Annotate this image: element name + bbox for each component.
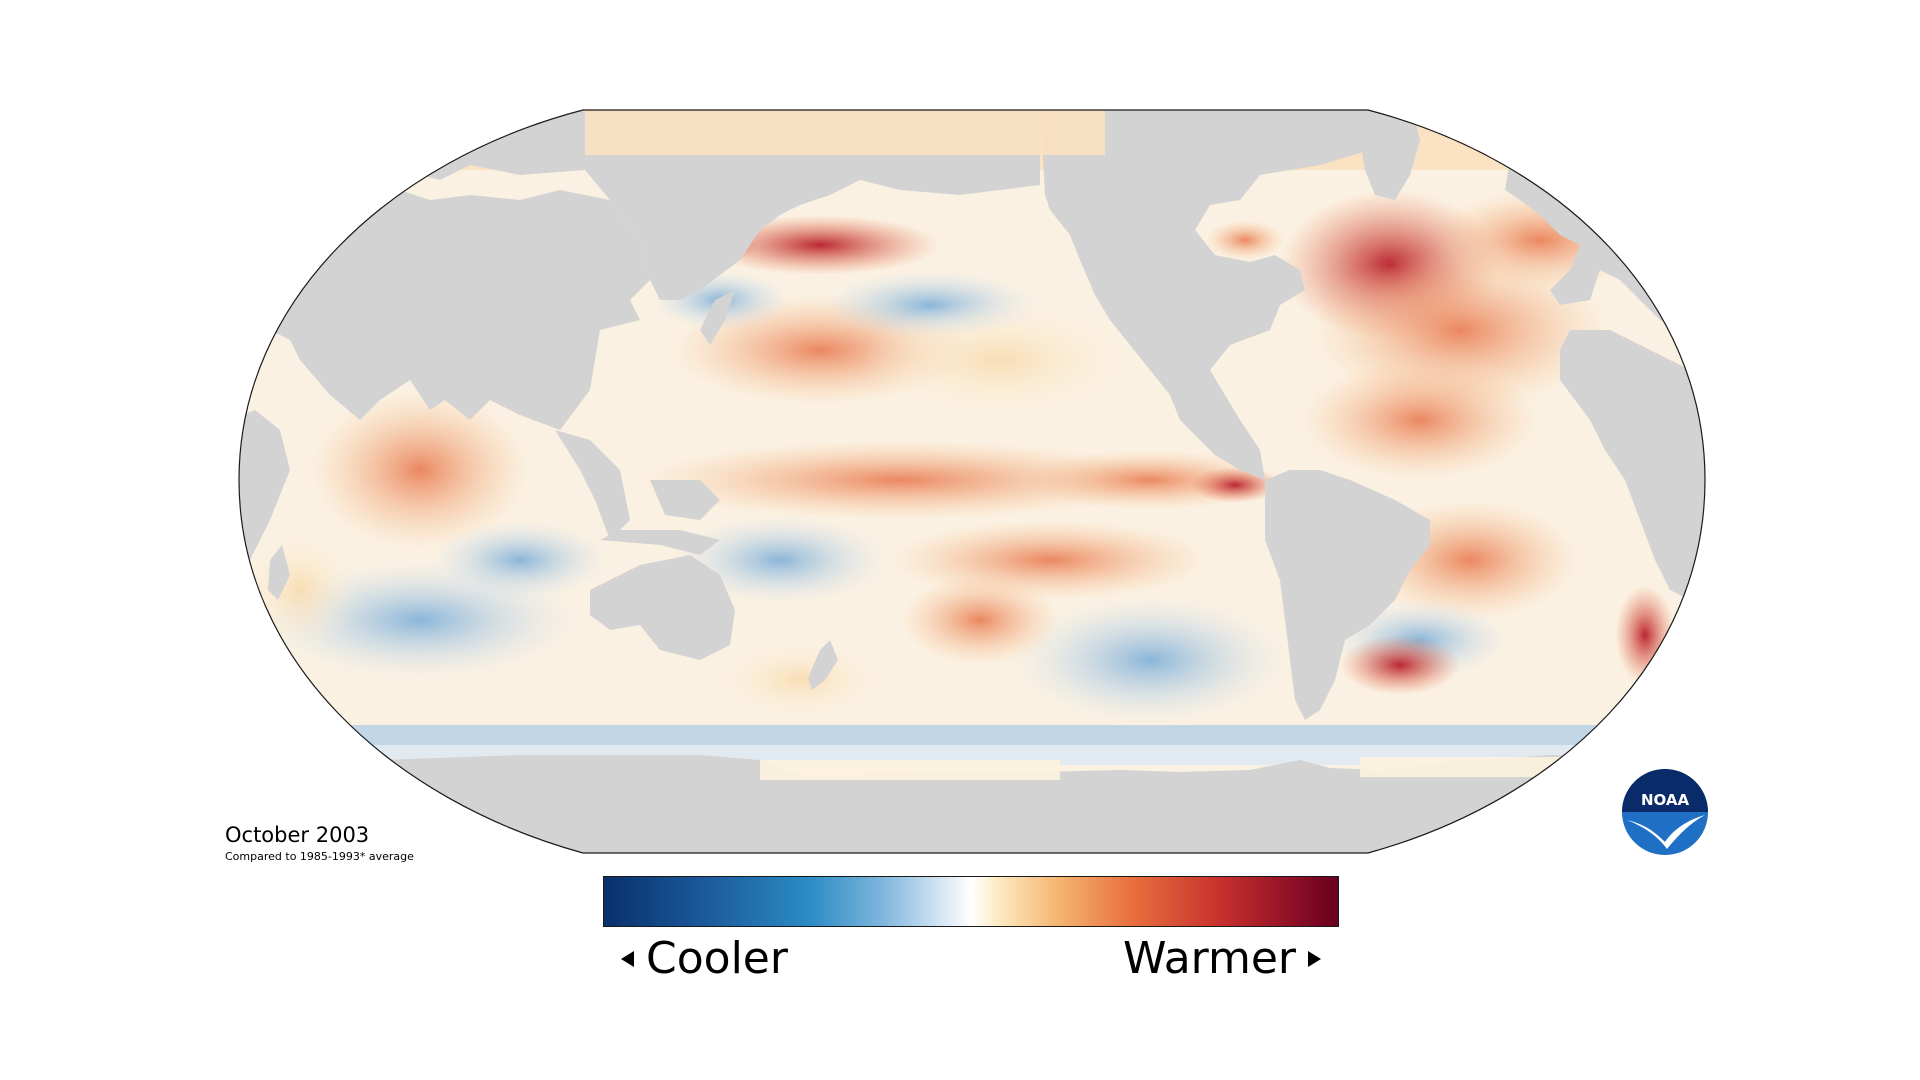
ocean-anomaly-layer — [239, 110, 1705, 853]
color-legend: Cooler Warmer — [603, 876, 1339, 989]
cooler-label: Cooler — [646, 933, 788, 984]
map-caption: October 2003 Compared to 1985-1993* aver… — [225, 822, 414, 864]
baseline-note: Compared to 1985-1993* average — [225, 850, 414, 863]
legend-labels: Cooler Warmer — [603, 929, 1339, 989]
left-arrow-icon — [621, 950, 634, 967]
period-label: October 2003 — [225, 823, 370, 847]
warmer-label: Warmer — [1123, 933, 1296, 984]
colorbar — [603, 876, 1339, 927]
warmer-label-group: Warmer — [1123, 933, 1321, 984]
noaa-logo-text: NOAA — [1641, 791, 1690, 809]
noaa-logo: NOAA — [1622, 769, 1708, 855]
cooler-label-group: Cooler — [621, 933, 788, 984]
right-arrow-icon — [1308, 950, 1321, 967]
